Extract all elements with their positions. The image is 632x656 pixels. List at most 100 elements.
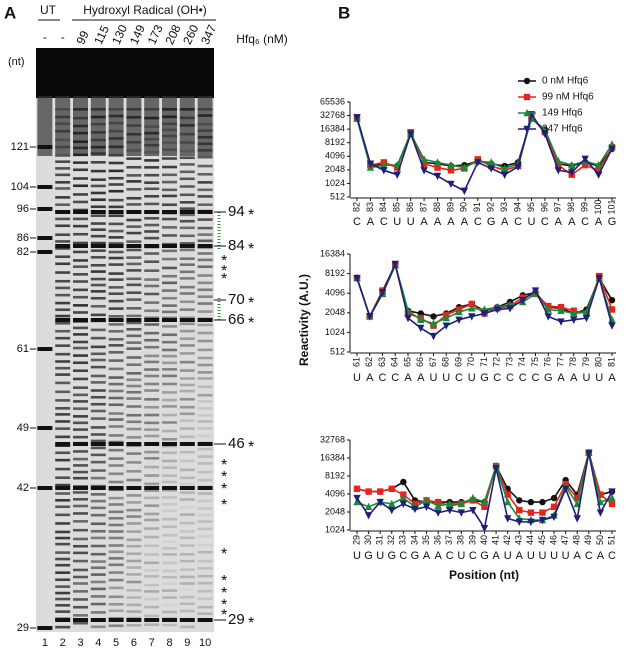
gel-band <box>55 413 71 416</box>
gel-band <box>144 474 160 477</box>
gel-band <box>55 286 71 290</box>
data-point <box>493 306 501 314</box>
gel-band <box>108 464 124 467</box>
data-point <box>429 319 438 327</box>
gel-band <box>162 610 177 614</box>
condition-label: Hydroxyl Radical (OH•) <box>83 3 207 17</box>
star: * <box>248 315 254 332</box>
nucleotide: U <box>583 372 591 384</box>
lane-header: 99 <box>73 28 91 46</box>
gel-band <box>197 447 213 451</box>
x-tick-label: 67 <box>428 357 438 367</box>
nucleotide: A <box>447 216 455 228</box>
lane-smear <box>108 96 124 156</box>
gel-band <box>197 363 213 367</box>
data-point <box>469 506 477 515</box>
gel-band <box>90 277 106 281</box>
data-point <box>581 155 589 163</box>
gel-band <box>126 544 142 548</box>
legend-label: 0 nM Hfq6 <box>542 76 589 87</box>
gel-band <box>144 108 160 111</box>
gel-band <box>73 618 88 622</box>
data-point <box>608 306 616 313</box>
data-point <box>480 497 489 506</box>
gel-band <box>90 328 106 332</box>
gel-band <box>197 400 213 403</box>
gel-band <box>55 160 71 163</box>
x-axis-label: Position (nt) <box>449 568 519 582</box>
gel-band <box>144 116 160 120</box>
y-tick-label: 65536 <box>320 96 345 106</box>
gel-band <box>108 214 124 218</box>
gel-band <box>108 161 124 165</box>
gel-band <box>73 259 88 262</box>
gel-band <box>90 476 106 480</box>
gel-band <box>108 222 124 226</box>
gel-band <box>197 281 213 285</box>
data-point <box>570 316 578 324</box>
gel-band <box>144 544 160 548</box>
nucleotide: A <box>555 216 563 228</box>
data-point <box>541 130 549 138</box>
gel-band <box>55 224 71 228</box>
gel-band <box>162 203 177 207</box>
gel-band <box>126 291 142 294</box>
gel-band <box>55 318 71 322</box>
gel-band <box>144 482 160 486</box>
gel-band <box>90 442 106 446</box>
gel-band <box>90 152 106 155</box>
gel-band <box>55 427 71 430</box>
gel-band <box>197 226 213 230</box>
y-tick-label: 8192 <box>325 268 345 278</box>
gel-band <box>126 283 142 287</box>
gel-band <box>126 321 142 325</box>
gel-band <box>144 137 160 141</box>
gel-band <box>126 174 142 177</box>
gel-band <box>144 187 160 191</box>
gel-band <box>108 418 124 421</box>
data-point <box>406 130 415 138</box>
x-tick-label: 49 <box>583 535 593 545</box>
gel-band <box>197 295 213 298</box>
gel-band <box>90 566 106 570</box>
gel-band <box>162 459 177 463</box>
gel-band <box>108 263 124 266</box>
gel-band <box>162 296 177 300</box>
gel-band <box>90 169 106 173</box>
x-tick-label: 32 <box>386 535 396 545</box>
data-point <box>422 496 431 504</box>
gel-band <box>90 210 106 214</box>
gel-band <box>197 377 213 380</box>
gel-band <box>90 417 106 420</box>
gel-band <box>126 314 142 318</box>
gel-band <box>90 283 106 287</box>
gel-band <box>126 372 142 375</box>
gel-band <box>73 304 88 307</box>
gel-image <box>36 48 214 632</box>
data-point <box>353 114 361 122</box>
gel-band <box>55 505 71 509</box>
data-point <box>447 167 455 174</box>
x-tick-label: 36 <box>433 535 443 545</box>
x-tick-label: 81 <box>606 357 616 367</box>
gel-band <box>197 181 213 184</box>
gel-band <box>197 265 213 269</box>
gel-band <box>55 513 71 517</box>
gel-band <box>144 618 160 622</box>
x-tick-label: 35 <box>421 535 431 545</box>
gel-band <box>90 304 106 308</box>
nucleotide: A <box>568 216 576 228</box>
gel-band <box>126 538 142 542</box>
lane-number: 1 <box>42 637 48 649</box>
gel-band <box>126 559 142 563</box>
gel-band <box>108 472 124 476</box>
gel-band <box>55 336 71 340</box>
x-tick-label: 34 <box>409 535 419 545</box>
gel-band <box>144 309 160 313</box>
gel-band <box>179 625 195 629</box>
gel-band <box>90 560 106 563</box>
gel-band <box>90 184 106 188</box>
gel-band <box>90 345 106 349</box>
gel-band <box>162 582 177 586</box>
gel-band <box>197 203 213 207</box>
